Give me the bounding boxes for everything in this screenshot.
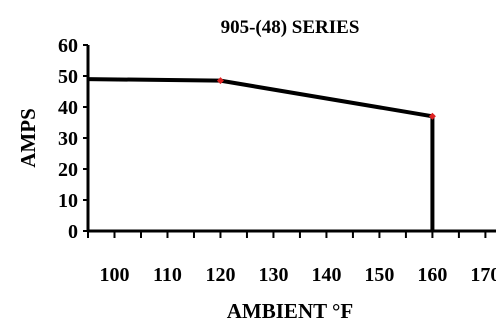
y-tick-label: 30 — [58, 128, 78, 150]
x-tick-label: 110 — [153, 264, 182, 286]
y-tick-label: 10 — [58, 190, 78, 212]
y-tick-label: 60 — [58, 35, 78, 57]
x-tick-label: 140 — [311, 264, 341, 286]
y-tick-label: 50 — [58, 66, 78, 88]
x-axis-label: AMBIENT °F — [227, 299, 353, 323]
plot-area — [87, 77, 436, 231]
chart-title: 905-(48) SERIES — [221, 17, 360, 38]
y-ticks: 0 10 20 30 40 50 60 — [58, 35, 88, 243]
x-tick-label: 130 — [258, 264, 288, 286]
x-tick-label: 120 — [205, 264, 235, 286]
series-line — [87, 77, 435, 231]
x-ticks: 100 110 120 130 140 150 160 170 — [87, 231, 496, 286]
data-point-marker — [216, 77, 224, 85]
y-tick-label: 20 — [58, 159, 78, 181]
x-tick-label: 100 — [99, 264, 129, 286]
x-tick-label: 170 — [470, 264, 496, 286]
x-tick-label: 150 — [364, 264, 394, 286]
y-tick-label: 40 — [58, 97, 78, 119]
y-tick-label: 0 — [68, 221, 78, 243]
data-point-marker — [428, 112, 436, 120]
y-axis-label: AMPS — [16, 108, 40, 168]
x-tick-label: 160 — [417, 264, 447, 286]
